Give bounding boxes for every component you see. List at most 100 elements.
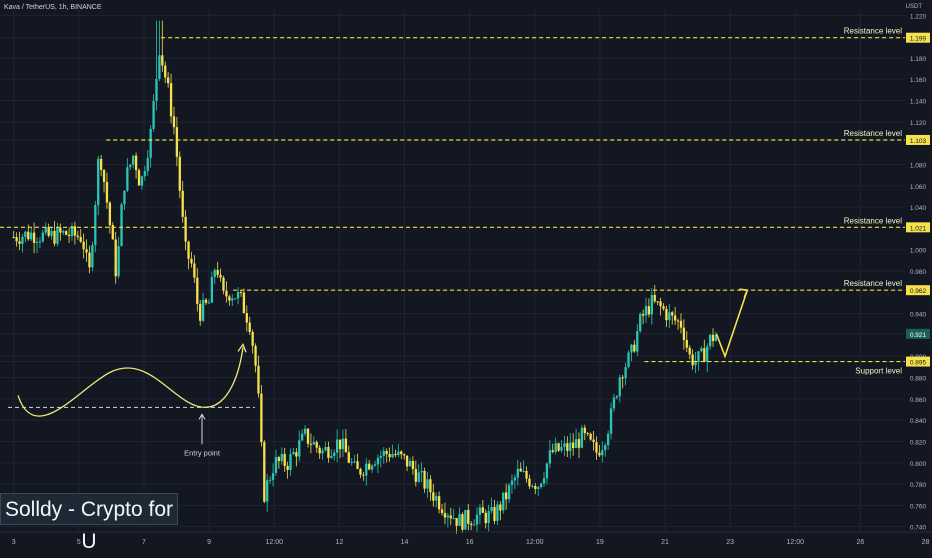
candle-body <box>341 438 345 450</box>
candle-body <box>97 158 100 206</box>
candle-body <box>470 523 473 525</box>
candle-body <box>528 478 531 487</box>
candle-body <box>158 55 161 79</box>
candle-body <box>126 167 129 191</box>
candle-body <box>21 236 24 244</box>
candle-body <box>254 345 257 366</box>
y-tick-label: 1.180 <box>910 56 927 63</box>
y-tick-label: 1.080 <box>910 162 927 169</box>
candle-body <box>315 442 318 448</box>
candle-body <box>449 515 452 519</box>
current-price-badge <box>906 328 930 339</box>
candle-body <box>344 438 348 453</box>
x-tick-label: 28 <box>922 539 930 546</box>
price-level-badge-label: 0.962 <box>910 288 927 295</box>
candle-body <box>231 298 234 301</box>
candle-body <box>609 408 613 434</box>
x-tick-label: 21 <box>661 539 669 546</box>
candle-body <box>691 354 694 366</box>
candle-body <box>502 492 505 511</box>
candle-body <box>633 344 636 352</box>
candle-body <box>577 439 581 448</box>
candle-body <box>673 315 677 321</box>
candle-body <box>32 232 36 243</box>
candle-body <box>362 474 365 476</box>
candle-body <box>225 290 228 297</box>
candle-body <box>277 457 281 462</box>
candle-body <box>301 433 304 441</box>
candle-body <box>499 504 502 511</box>
candle-body <box>257 365 260 394</box>
candle-body <box>639 313 642 332</box>
candle-body <box>580 427 584 448</box>
candle-body <box>132 155 135 165</box>
candle-body <box>688 347 691 355</box>
candle-body <box>539 483 543 488</box>
candle-body <box>219 274 222 278</box>
candle-body <box>312 442 315 445</box>
candle-body <box>397 451 400 456</box>
candle-body <box>353 461 356 463</box>
candle-body <box>161 55 164 66</box>
candle-body <box>636 331 639 352</box>
candle-body <box>429 479 432 493</box>
candle-body <box>391 453 394 458</box>
resistance-level-label: Resistance level <box>844 27 902 36</box>
entry-curve-arrowhead <box>237 342 247 353</box>
candle-body <box>338 439 342 450</box>
candle-body <box>324 446 327 451</box>
candle-body <box>706 346 709 362</box>
candle-body <box>62 231 65 233</box>
candle-body <box>105 181 109 203</box>
candle-body <box>606 433 610 446</box>
candle-body <box>487 511 490 524</box>
candle-body <box>452 518 455 520</box>
candle-body <box>411 460 415 469</box>
candle-body <box>685 339 688 348</box>
candle-body <box>309 443 313 445</box>
candle-body <box>283 453 286 466</box>
candle-body <box>542 478 546 484</box>
candle-body <box>70 226 74 237</box>
candle-body <box>554 443 557 452</box>
candle-body <box>414 468 417 482</box>
candle-body <box>268 479 272 481</box>
candle-body <box>446 515 450 518</box>
candle-body <box>668 312 671 321</box>
candle-body <box>350 461 353 463</box>
candle-body <box>437 496 441 510</box>
candle-body <box>435 496 438 501</box>
candle-body <box>44 227 47 233</box>
candle-body <box>79 237 82 242</box>
candle-body <box>618 377 621 397</box>
candle-body <box>24 231 27 237</box>
candle-body <box>545 463 549 479</box>
candle-body <box>665 308 668 321</box>
candle-body <box>522 471 525 473</box>
candle-body <box>370 465 374 470</box>
candle-body <box>164 65 167 78</box>
candle-body <box>172 116 176 128</box>
candle-body <box>365 463 368 476</box>
candle-body <box>711 334 715 342</box>
candle-body <box>169 83 173 117</box>
candle-body <box>420 470 423 473</box>
candle-body <box>569 442 572 451</box>
candle-body <box>181 190 184 217</box>
x-tick-label: 23 <box>726 539 734 546</box>
candle-body <box>204 299 208 303</box>
y-tick-label: 0.980 <box>910 269 927 276</box>
candle-body <box>178 156 181 191</box>
candle-body <box>53 231 56 244</box>
candle-body <box>271 473 275 480</box>
candle-body <box>644 306 648 316</box>
candle-body <box>88 252 91 268</box>
candle-body <box>306 428 310 444</box>
candle-body <box>551 450 554 452</box>
candle-body <box>659 301 662 307</box>
candle-body <box>385 450 388 455</box>
candle-body <box>359 468 362 475</box>
candle-body <box>708 334 712 347</box>
candle-body <box>166 77 170 84</box>
